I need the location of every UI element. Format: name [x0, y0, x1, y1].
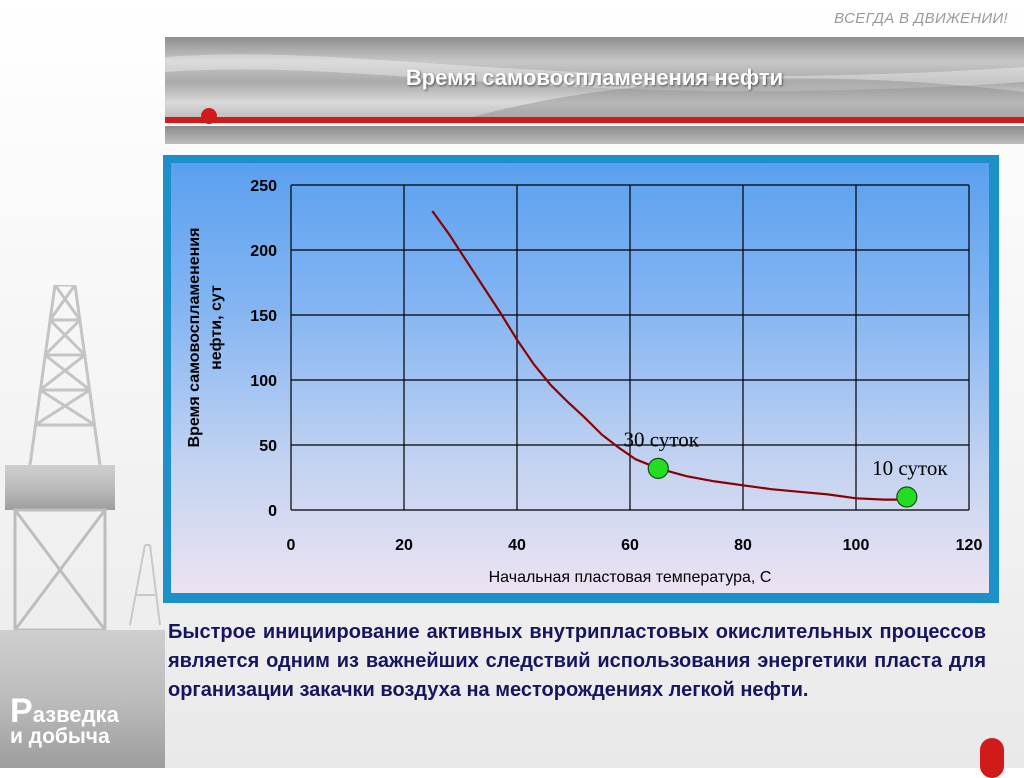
y-tick-label: 150: [250, 308, 277, 325]
series-line: [431, 210, 907, 501]
x-axis-label: Начальная пластовая температура, С: [489, 569, 772, 586]
x-tick-label: 40: [508, 537, 526, 554]
y-axis-label-line2: нефти, сут: [208, 285, 225, 370]
marker-point: [647, 457, 669, 479]
y-tick-label: 100: [250, 373, 277, 390]
chart-area: 0 20 40 60 80 100 120 0 50 100 150 200 250 Начальная …: [171, 163, 989, 593]
y-tick-label: 250: [250, 178, 277, 195]
y-tick-label: 50: [259, 438, 277, 455]
chart-frame: 0 20 40 60 80 100 120 0 50 100 150 200 250 Начальная …: [163, 155, 999, 603]
x-tick-label: 20: [395, 537, 413, 554]
x-tick-label: 100: [843, 537, 870, 554]
corner-decoration: [980, 738, 1004, 778]
logo-first-letter: Р: [10, 692, 33, 730]
slogan: ВСЕГДА В ДВИЖЕНИИ!: [834, 10, 1008, 27]
marker-label: 30 суток: [624, 427, 700, 451]
slide-title: Время самовоспламенения нефти: [405, 65, 784, 90]
logo-line2: и добыча: [10, 725, 110, 748]
logo-line1: азведка: [32, 702, 119, 727]
marker-label: 10 суток: [872, 456, 948, 480]
title-swoosh-decoration: [165, 54, 1024, 119]
x-tick-label: 60: [621, 537, 639, 554]
body-paragraph: Быстрое инициирование активных внутрипла…: [168, 621, 986, 701]
y-tick-label: 0: [268, 503, 277, 520]
red-divider: [165, 117, 1024, 123]
y-axis-label: Время самовоспламенения: [186, 228, 203, 448]
ignition-time-chart: 0 20 40 60 80 100 120 0 50 100 150 200 250 Начальная …: [186, 178, 983, 586]
marker-point: [896, 486, 918, 508]
oil-rig-illustration: [0, 285, 165, 768]
x-tick-label: 80: [734, 537, 752, 554]
red-dot-decoration: [201, 108, 217, 124]
company-logo: Разведка и добыча: [10, 694, 119, 748]
title-band: Время самовоспламенения нефти: [165, 37, 1024, 119]
grey-divider: [165, 126, 1024, 144]
x-tick-label: 0: [287, 537, 296, 554]
y-tick-label: 200: [250, 243, 277, 260]
x-tick-label: 120: [956, 537, 983, 554]
